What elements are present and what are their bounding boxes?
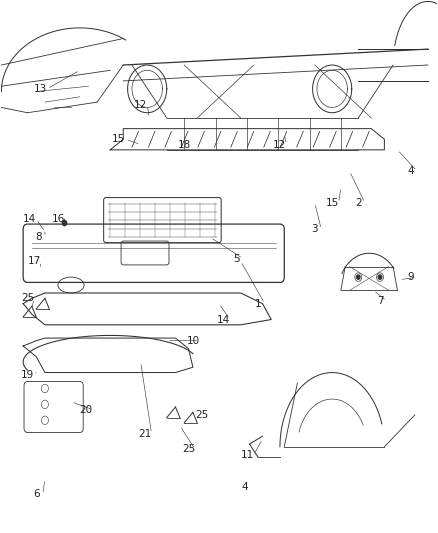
Text: 16: 16 xyxy=(51,214,64,224)
Text: 7: 7 xyxy=(377,296,383,306)
Text: 25: 25 xyxy=(21,293,34,303)
Text: 1: 1 xyxy=(255,298,261,309)
Text: 8: 8 xyxy=(35,232,42,243)
Text: 21: 21 xyxy=(138,429,152,439)
Text: 18: 18 xyxy=(177,140,191,150)
Text: 14: 14 xyxy=(23,214,36,224)
Text: 20: 20 xyxy=(80,405,93,415)
Text: 25: 25 xyxy=(195,410,208,420)
Text: 2: 2 xyxy=(355,198,362,208)
Text: 13: 13 xyxy=(34,84,47,94)
Text: 15: 15 xyxy=(325,198,339,208)
Text: 4: 4 xyxy=(242,481,248,491)
Text: 14: 14 xyxy=(217,314,230,325)
Circle shape xyxy=(378,275,382,279)
Text: 9: 9 xyxy=(407,272,414,282)
Text: 3: 3 xyxy=(311,224,318,235)
Text: 17: 17 xyxy=(28,256,41,266)
Text: 12: 12 xyxy=(134,100,147,110)
Circle shape xyxy=(62,220,67,225)
Circle shape xyxy=(357,275,360,279)
Text: 25: 25 xyxy=(182,445,195,455)
Text: 4: 4 xyxy=(407,166,414,176)
Text: 15: 15 xyxy=(112,134,126,144)
Text: 19: 19 xyxy=(21,370,34,380)
Text: 11: 11 xyxy=(240,450,254,460)
Text: 6: 6 xyxy=(33,489,39,499)
Text: 5: 5 xyxy=(233,254,240,263)
Text: 10: 10 xyxy=(186,336,199,346)
Text: 12: 12 xyxy=(273,140,286,150)
